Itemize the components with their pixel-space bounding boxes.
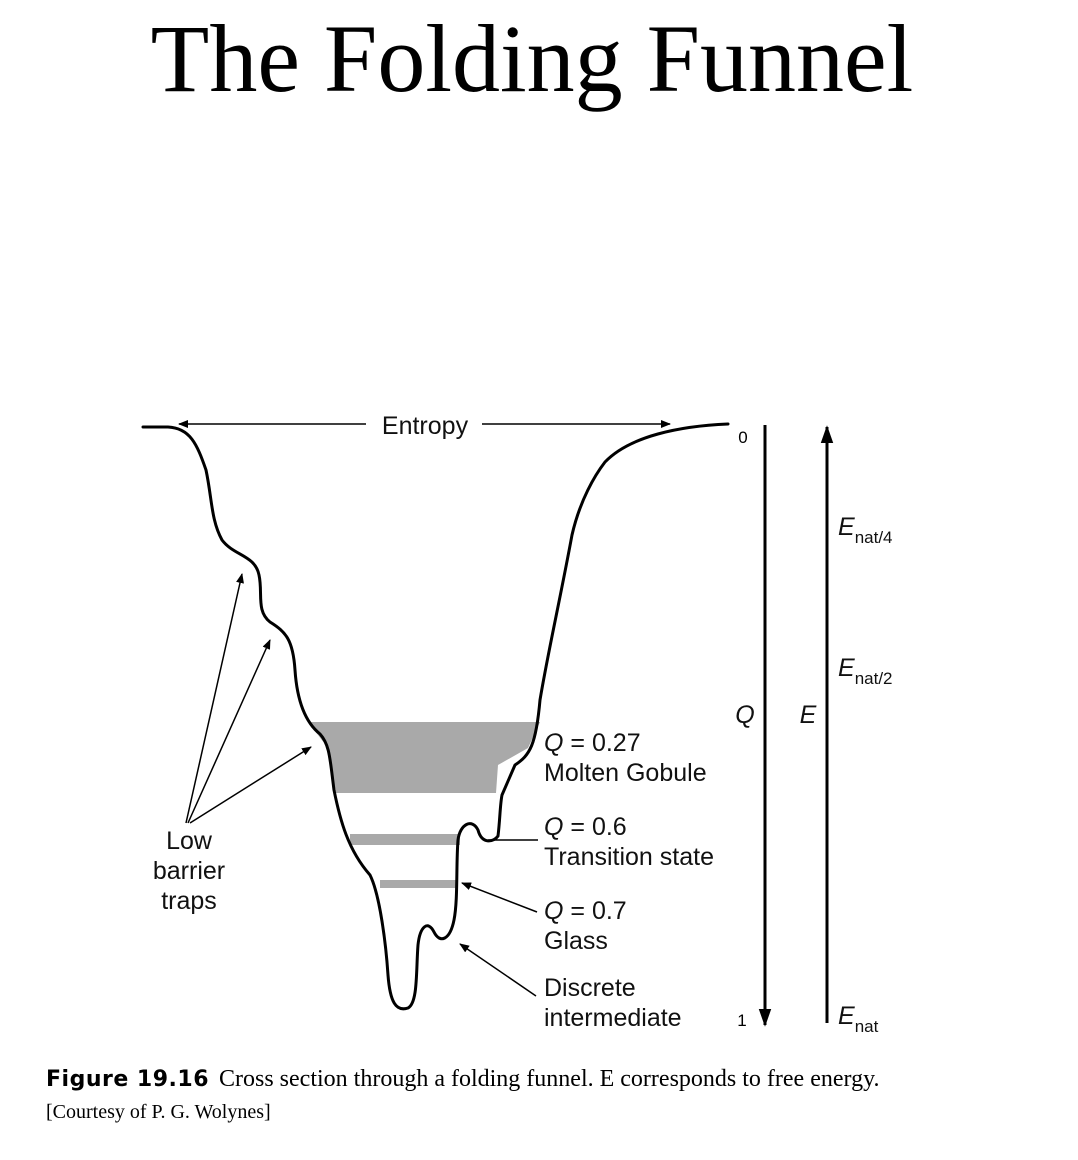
state-molten-globule-name: Molten Gobule (544, 759, 707, 787)
traps-label-line2: barrier (153, 857, 225, 885)
state-transition-name: Transition state (544, 843, 714, 871)
traps-label-line1: Low (166, 827, 213, 855)
q-symbol: Q (544, 729, 563, 757)
state-molten-globule-q: Q = 0.27 (544, 729, 641, 757)
funnel-outline (141, 422, 730, 1011)
q-value: = 0.27 (563, 729, 640, 757)
e-tick-subscript: nat/2 (855, 669, 893, 688)
q-axis-bottom-value: 1 (737, 1011, 746, 1030)
glass-band (380, 880, 456, 888)
e-tick-base: E (838, 1002, 855, 1030)
state-transition-q: Q = 0.6 (544, 813, 627, 841)
e-tick-base: E (838, 654, 855, 682)
e-axis-label: E (800, 701, 817, 729)
q-axis-label: Q (735, 701, 754, 729)
figure-caption-text: Cross section through a folding funnel. … (219, 1066, 880, 1092)
q-value: = 0.7 (563, 897, 626, 925)
state-glass-name: Glass (544, 927, 608, 955)
figure-caption: Figure 19.16 Cross section through a fold… (46, 1063, 1056, 1128)
e-tick-nat-4: Enat/4 (838, 513, 893, 547)
q-symbol: Q (544, 897, 563, 925)
entropy-label: Entropy (382, 412, 469, 440)
funnel-shading (308, 722, 540, 888)
trap-arrow-2 (187, 639, 271, 824)
q-axis-top-value: 0 (738, 428, 747, 447)
traps-label-line3: traps (161, 887, 217, 915)
discrete-intermediate-line2: intermediate (544, 1004, 682, 1032)
e-tick-nat: Enat (838, 1002, 879, 1036)
e-tick-base: E (838, 513, 855, 541)
slide-title: The Folding Funnel (150, 5, 914, 112)
discrete-intermediate-line1: Discrete (544, 974, 636, 1002)
intermediate-arrow (459, 943, 537, 997)
figure-label: Figure 19.16 (46, 1067, 209, 1092)
q-symbol: Q (544, 813, 563, 841)
figure-credit: [Courtesy of P. G. Wolynes] (46, 1101, 271, 1123)
transition-state-band (350, 834, 460, 845)
e-tick-subscript: nat/4 (855, 528, 893, 547)
trap-arrow-1 (185, 573, 244, 824)
glass-arrow (461, 882, 538, 913)
trap-arrow-3 (189, 746, 312, 824)
e-tick-subscript: nat (855, 1017, 879, 1036)
e-tick-nat-2: Enat/2 (838, 654, 893, 688)
molten-globule-band (308, 722, 540, 793)
state-glass-q: Q = 0.7 (544, 897, 627, 925)
q-value: = 0.6 (563, 813, 626, 841)
